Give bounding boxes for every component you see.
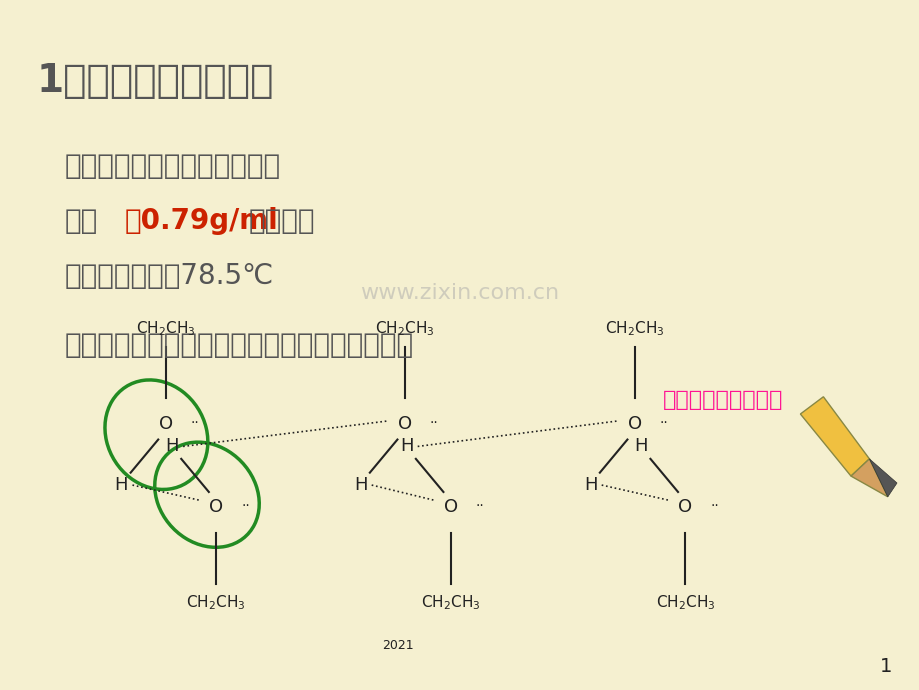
Text: ··: ·· xyxy=(429,416,438,430)
Polygon shape xyxy=(850,459,887,497)
Text: 无色、透明有特殊香味的液体: 无色、透明有特殊香味的液体 xyxy=(64,152,280,180)
Text: ··: ·· xyxy=(709,499,719,513)
Text: CH$_2$CH$_3$: CH$_2$CH$_3$ xyxy=(605,319,664,338)
Text: 1: 1 xyxy=(879,657,891,676)
Polygon shape xyxy=(800,397,868,476)
Text: O: O xyxy=(209,498,223,516)
Text: ··: ·· xyxy=(659,416,668,430)
Text: 能溶解多种有机物和无机物，跟水以任意比互溶: 能溶解多种有机物和无机物，跟水以任意比互溶 xyxy=(64,331,413,359)
Text: O: O xyxy=(443,498,458,516)
Text: CH$_2$CH$_3$: CH$_2$CH$_3$ xyxy=(375,319,434,338)
Text: CH$_2$CH$_3$: CH$_2$CH$_3$ xyxy=(136,319,195,338)
Text: 1、乙醇的物理性质：: 1、乙醇的物理性质： xyxy=(37,62,274,100)
Text: H: H xyxy=(115,476,128,494)
Text: O: O xyxy=(158,415,173,433)
Text: 易挥发，沸点为78.5℃: 易挥发，沸点为78.5℃ xyxy=(64,262,273,290)
Text: ··: ·· xyxy=(241,499,250,513)
Text: O: O xyxy=(397,415,412,433)
Text: 乙醇分子间存在氢键: 乙醇分子间存在氢键 xyxy=(662,391,782,410)
Text: H: H xyxy=(634,437,647,455)
Text: O: O xyxy=(677,498,692,516)
Text: H: H xyxy=(354,476,367,494)
Text: ，比水小: ，比水小 xyxy=(248,207,314,235)
Polygon shape xyxy=(868,459,896,497)
Text: CH$_2$CH$_3$: CH$_2$CH$_3$ xyxy=(655,593,714,612)
Text: H: H xyxy=(584,476,596,494)
Text: 为0.79g/ml: 为0.79g/ml xyxy=(124,207,278,235)
Text: H: H xyxy=(400,437,413,455)
Text: CH$_2$CH$_3$: CH$_2$CH$_3$ xyxy=(421,593,480,612)
Text: H: H xyxy=(165,437,178,455)
Text: www.zixin.com.cn: www.zixin.com.cn xyxy=(360,284,559,303)
Text: 密度: 密度 xyxy=(64,207,97,235)
Text: O: O xyxy=(627,415,641,433)
Text: CH$_2$CH$_3$: CH$_2$CH$_3$ xyxy=(187,593,245,612)
Text: ··: ·· xyxy=(190,416,199,430)
Text: ··: ·· xyxy=(475,499,484,513)
Text: 2021: 2021 xyxy=(381,639,413,652)
